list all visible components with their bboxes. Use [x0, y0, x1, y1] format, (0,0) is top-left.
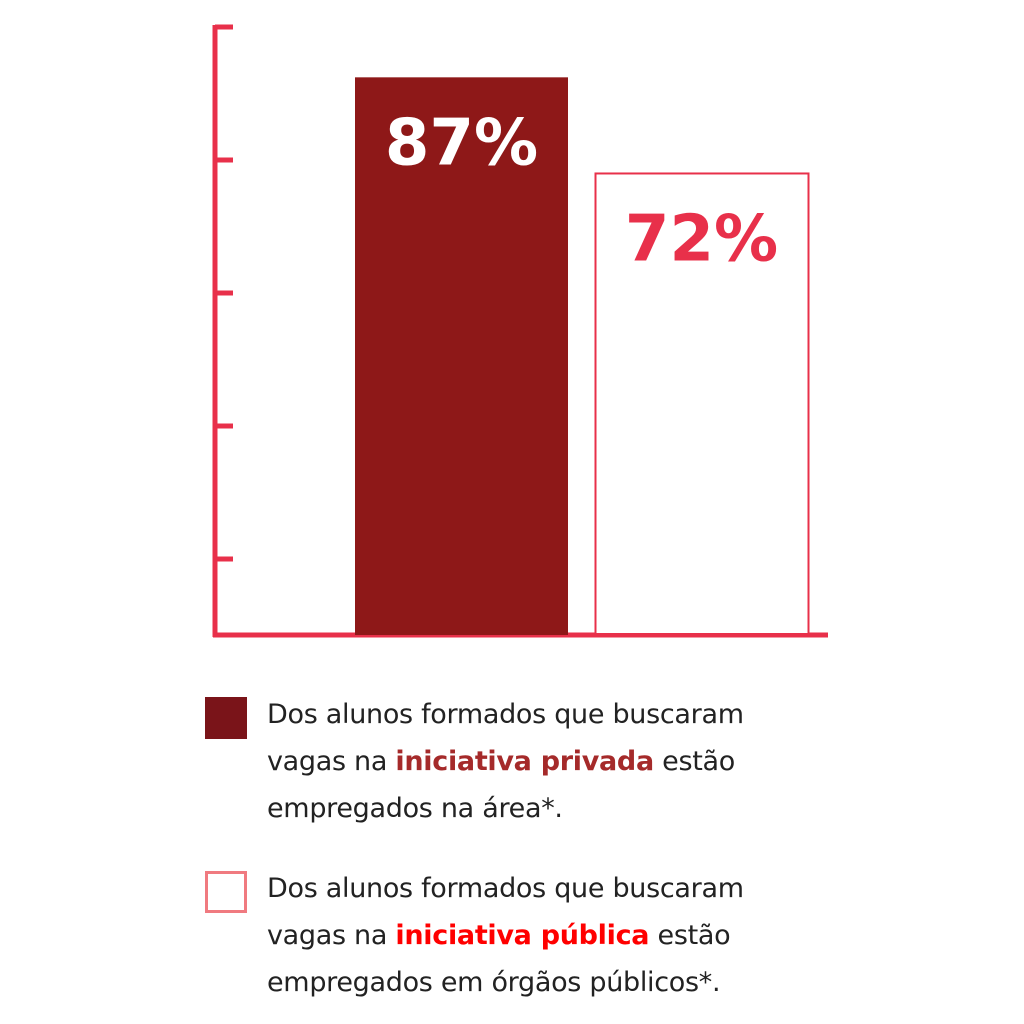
bar-private: [355, 77, 568, 635]
legend-text-part: vagas na: [267, 746, 396, 777]
legend-line: vagas na iniciativa pública estão: [267, 912, 744, 959]
legend-line: Dos alunos formados que buscaram: [267, 699, 744, 730]
data-label-public: 72%: [625, 202, 778, 276]
legend-highlight: iniciativa pública: [395, 920, 650, 951]
legend-text-private: Dos alunos formados que buscaram vagas n…: [267, 691, 744, 832]
legend-line: empregados em órgãos públicos*.: [267, 967, 721, 998]
legend-text-part: vagas na: [267, 920, 396, 951]
legend-line: Dos alunos formados que buscaram: [267, 873, 744, 904]
legend-text-part: estão: [653, 746, 735, 777]
legend-line: empregados na área*.: [267, 793, 563, 824]
legend-text-public: Dos alunos formados que buscaram vagas n…: [267, 865, 744, 1006]
legend-swatch-private: [205, 697, 247, 739]
bar-chart: 87% 72%: [212, 24, 828, 638]
bars: [355, 77, 810, 635]
legend-highlight: iniciativa privada: [395, 746, 654, 777]
bar-public: [594, 172, 810, 635]
data-label-private: 87%: [385, 106, 538, 180]
legend-swatch-public: [205, 871, 247, 913]
legend-line: vagas na iniciativa privada estão: [267, 738, 744, 785]
legend-text-part: estão: [649, 920, 731, 951]
